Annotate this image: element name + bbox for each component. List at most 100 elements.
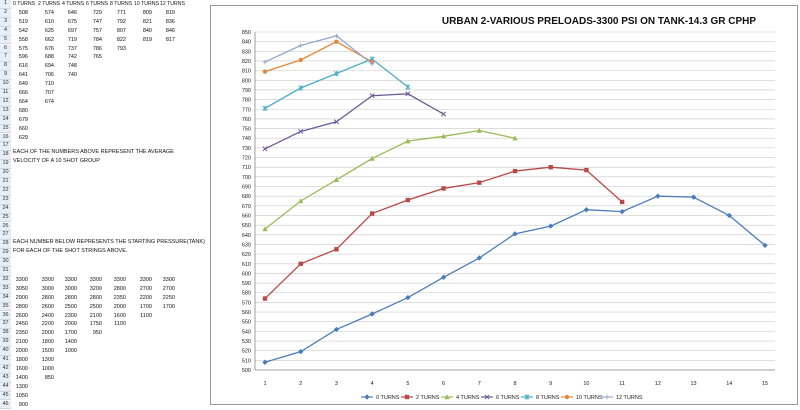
velocity-cell: 664 <box>18 98 28 105</box>
x-tick-label: 13 <box>691 381 697 387</box>
data-point <box>262 226 268 232</box>
row-number: 2 <box>0 8 11 18</box>
row-number: 41 <box>0 356 11 365</box>
row-number: 46 <box>0 400 11 410</box>
data-point <box>369 155 375 161</box>
column-header: 4 TURNS <box>62 1 85 7</box>
y-tick-label: 500 <box>242 368 251 374</box>
velocity-cell: 819 <box>142 36 152 43</box>
series-line <box>264 195 766 363</box>
y-tick-label: 600 <box>242 271 251 277</box>
row-number: 27 <box>0 231 11 241</box>
y-tick-label: 630 <box>242 242 251 248</box>
data-point <box>298 43 303 48</box>
y-tick-label: 660 <box>242 213 251 219</box>
row-number: 36 <box>0 311 11 321</box>
data-point <box>548 165 553 170</box>
row-number: 7 <box>0 53 11 63</box>
row-number: 15 <box>0 124 11 134</box>
velocity-cell: 710 <box>44 81 54 88</box>
data-point <box>404 394 410 400</box>
pressure-cell: 3300 <box>162 276 175 283</box>
velocity-cell: 680 <box>18 107 28 114</box>
legend-item: 2 TURNS <box>401 394 440 401</box>
row-number: 9 <box>0 71 11 81</box>
row-number: 38 <box>0 329 11 339</box>
velocity-cell: 629 <box>18 134 28 141</box>
velocity-cell: 742 <box>67 54 77 61</box>
y-tick-label: 680 <box>242 194 251 200</box>
data-point <box>334 39 339 44</box>
pressure-cell: 2300 <box>64 312 77 319</box>
y-tick-label: 640 <box>242 233 251 239</box>
chart-panel: URBAN 2-VARIOUS PRELOADS-3300 PSI ON TAN… <box>210 5 798 405</box>
velocity-cell: 508 <box>18 9 28 16</box>
pressure-cell: 1800 <box>41 339 54 346</box>
velocity-cell: 809 <box>142 9 152 16</box>
data-point <box>619 199 625 205</box>
x-tick-label: 12 <box>655 381 661 387</box>
row-number: 29 <box>0 249 11 259</box>
pressure-cell: 3300 <box>41 276 54 283</box>
y-tick-label: 770 <box>242 107 251 113</box>
data-point <box>298 85 304 91</box>
x-tick-label: 11 <box>619 381 625 387</box>
legend-label: 8 TURNS <box>536 395 560 401</box>
velocity-cell: 662 <box>44 36 54 43</box>
data-point <box>441 186 446 191</box>
pressure-cell: 3000 <box>41 285 54 292</box>
data-point <box>333 177 340 182</box>
data-point <box>476 127 482 133</box>
data-point <box>262 59 268 65</box>
pressure-cell: 2500 <box>89 303 102 310</box>
velocity-cell: 821 <box>142 18 152 25</box>
pressure-cell: 2700 <box>162 285 175 292</box>
velocity-cell: 675 <box>67 18 77 25</box>
y-tick-label: 780 <box>242 98 251 104</box>
data-point <box>444 394 450 400</box>
velocity-cell: 719 <box>67 36 77 43</box>
legend-item: 0 TURNS <box>361 394 400 401</box>
legend-item: 6 TURNS <box>481 394 520 401</box>
velocity-cell: 840 <box>142 27 152 34</box>
legend-item: 4 TURNS <box>441 394 480 401</box>
pressure-cell: 1000 <box>41 365 54 372</box>
data-point <box>262 105 268 111</box>
data-point <box>440 133 447 139</box>
data-point <box>762 242 768 249</box>
pressure-cell: 1100 <box>114 321 126 328</box>
velocity-cell: 646 <box>67 9 77 16</box>
row-number: 13 <box>0 106 11 116</box>
pressure-cell: 2000 <box>15 348 28 355</box>
y-tick-label: 730 <box>242 146 251 152</box>
pressure-cell: 850 <box>44 374 54 381</box>
data-point <box>262 296 268 301</box>
y-tick-label: 590 <box>242 281 251 287</box>
row-number: 26 <box>0 222 11 232</box>
velocity-cell: 792 <box>116 18 126 25</box>
column-header: 0 TURNS <box>13 1 36 7</box>
data-point <box>476 255 482 261</box>
y-tick-label: 720 <box>242 156 251 162</box>
data-point <box>477 180 482 185</box>
pressure-cell: 1750 <box>89 321 102 328</box>
series-line <box>264 129 516 230</box>
x-tick-label: 15 <box>762 381 768 387</box>
pressure-cell: 2800 <box>41 294 54 301</box>
data-point <box>604 394 610 400</box>
data-point <box>334 247 339 252</box>
data-point <box>369 93 375 99</box>
legend-item: 10 TURNS <box>561 394 603 401</box>
row-number: 22 <box>0 186 11 196</box>
row-number: 10 <box>0 80 11 89</box>
row-number: 35 <box>0 302 11 312</box>
pressure-cell: 2000 <box>41 330 54 337</box>
y-tick-label: 820 <box>242 59 251 65</box>
legend-label: 0 TURNS <box>376 395 400 401</box>
y-tick-label: 690 <box>242 185 251 191</box>
note-velocity-line1: EACH OF THE NUMBERS ABOVE REPRESENT THE … <box>13 149 174 155</box>
column-header: 12 TURNS <box>160 1 185 7</box>
data-point <box>298 198 304 204</box>
pressure-cell: 2600 <box>15 312 28 319</box>
velocity-cell: 676 <box>44 45 54 52</box>
